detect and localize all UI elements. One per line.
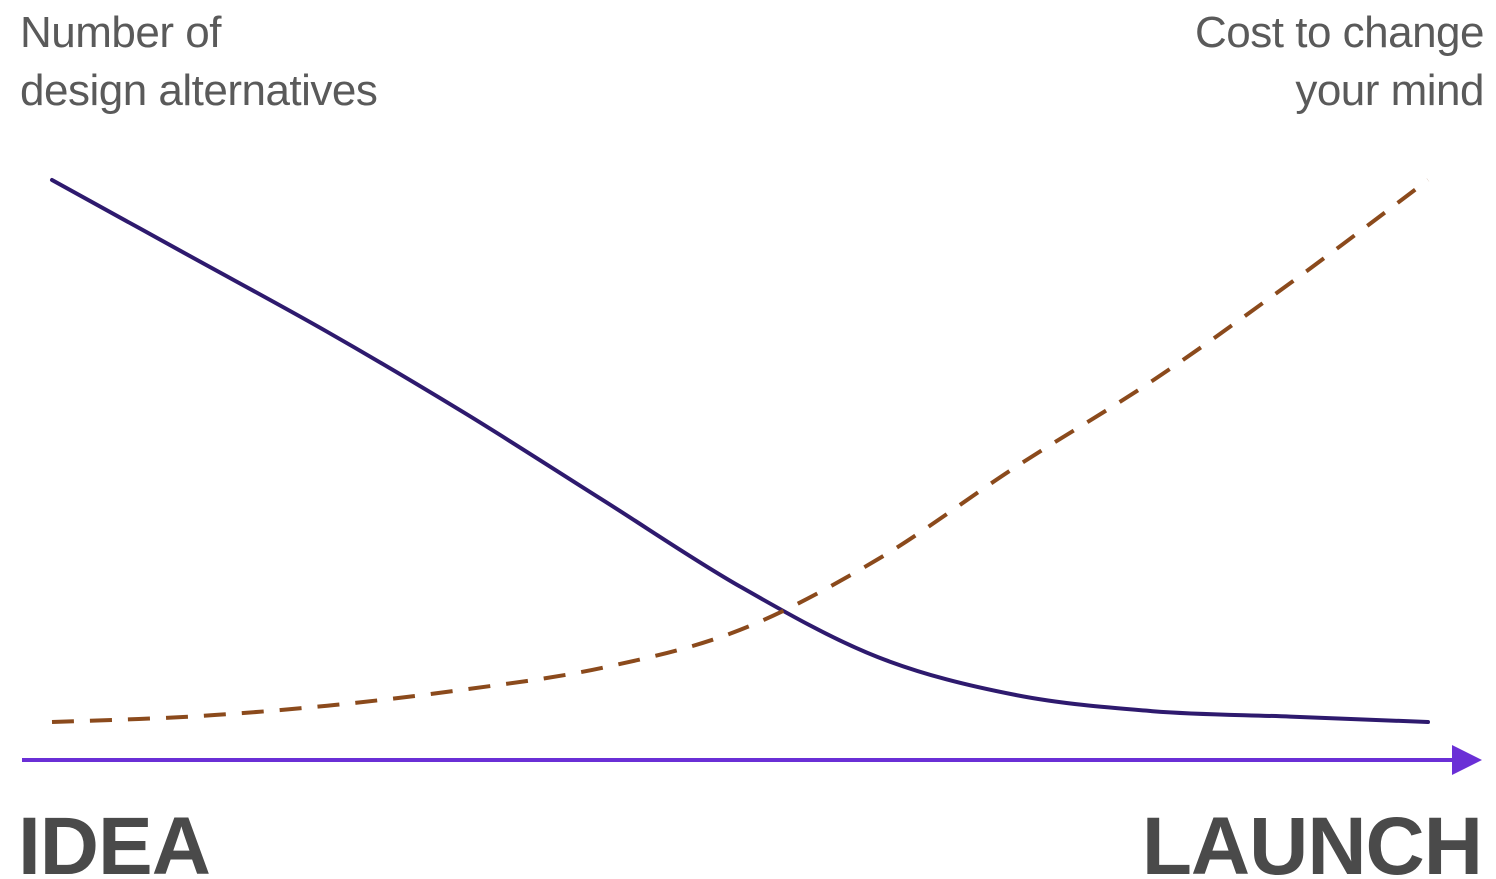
right-axis-label-line-2: your mind xyxy=(1295,66,1484,115)
x-axis-start-label: IDEA xyxy=(18,801,211,879)
series-line-design-alternatives xyxy=(50,178,1430,724)
left-axis-label: Number of design alternatives xyxy=(20,4,378,120)
series-line-cost-to-change xyxy=(51,178,1430,724)
right-axis-label-line-1: Cost to change xyxy=(1195,8,1484,57)
right-axis-label: Cost to change your mind xyxy=(1195,4,1484,120)
x-axis-end-label: LAUNCH xyxy=(1141,801,1483,879)
x-axis-arrowhead xyxy=(1452,745,1482,775)
left-axis-label-line-2: design alternatives xyxy=(20,66,378,115)
left-axis-label-line-1: Number of xyxy=(20,8,221,57)
